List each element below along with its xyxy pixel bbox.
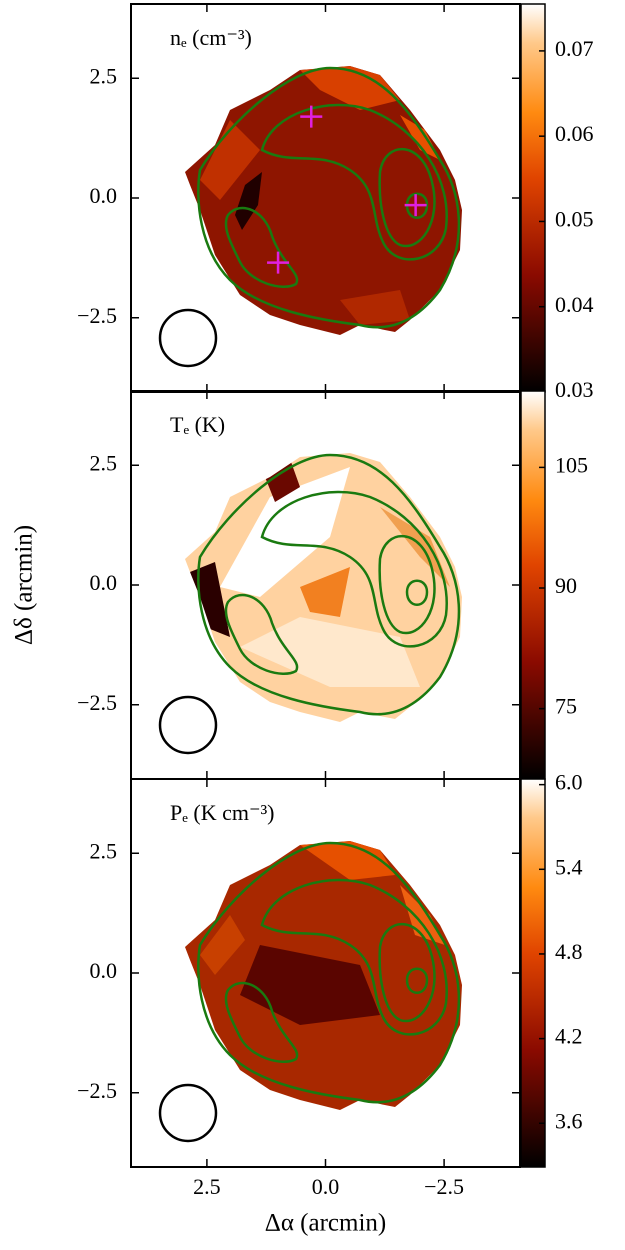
contour <box>405 192 429 219</box>
colorbar-tick-label: 90 <box>555 573 577 598</box>
contour <box>197 841 461 1104</box>
y-tick-label: 2.5 <box>90 450 118 475</box>
map-patches <box>200 66 440 325</box>
x-axis-label: Δα (arcmin) <box>265 1210 386 1237</box>
contour <box>378 534 436 635</box>
map-patch <box>220 467 350 597</box>
panel-title: Pₑ (K cm⁻³) <box>170 800 275 825</box>
x-tick-label: 0.0 <box>312 1174 340 1199</box>
y-tick-label: −2.5 <box>77 1078 117 1103</box>
contour <box>197 453 461 716</box>
map-patch <box>300 841 395 880</box>
contour <box>224 981 299 1064</box>
colorbar-tick-label: 4.2 <box>555 1024 583 1049</box>
contour <box>224 206 299 289</box>
colorbar-tick-label: 0.05 <box>555 206 594 231</box>
colorbar-tick-label: 75 <box>555 694 577 719</box>
map-patch <box>265 459 300 502</box>
map-patch <box>200 915 245 975</box>
colorbar-tick-label: 0.07 <box>555 36 594 61</box>
contour <box>197 66 461 329</box>
map-patches <box>200 841 445 1025</box>
map-patch <box>400 885 445 945</box>
contour <box>405 967 429 994</box>
map-panel <box>158 66 462 368</box>
contour <box>260 878 448 1036</box>
colorbar <box>520 778 546 1168</box>
map-region <box>185 66 462 335</box>
colorbar-tick-label: 4.8 <box>555 939 583 964</box>
contour <box>405 579 429 606</box>
map-patch <box>300 66 400 110</box>
map-patch <box>240 617 420 687</box>
x-tick-label: −2.5 <box>424 1174 464 1199</box>
colorbar <box>520 390 546 780</box>
colorbar-tick-label: 0.03 <box>555 377 594 402</box>
panel-title: Tₑ (K) <box>170 412 225 437</box>
map-patch <box>240 945 380 1025</box>
map-patch <box>190 562 230 637</box>
contour <box>378 922 436 1023</box>
y-tick-label: −2.5 <box>77 303 117 328</box>
contour <box>260 103 448 261</box>
map-patch <box>200 120 260 200</box>
beam <box>158 1083 218 1143</box>
colorbar-tick-label: 5.4 <box>555 854 583 879</box>
y-tick-label: 0.0 <box>90 183 118 208</box>
colorbar-tick-label: 105 <box>555 452 588 477</box>
marker <box>300 105 323 128</box>
contour <box>224 593 299 676</box>
map-panel <box>158 453 462 755</box>
y-tick-label: 2.5 <box>90 838 118 863</box>
y-tick-label: −2.5 <box>77 690 117 715</box>
beam <box>158 695 218 755</box>
map-patch <box>400 115 440 160</box>
y-tick-label: 0.0 <box>90 570 118 595</box>
x-tick-label: 2.5 <box>193 1174 221 1199</box>
colorbar-tick-label: 3.6 <box>555 1108 583 1133</box>
marker <box>267 251 290 274</box>
map-patch <box>235 172 262 230</box>
y-tick-label: 2.5 <box>90 63 118 88</box>
marker <box>404 194 427 217</box>
beam <box>158 308 218 368</box>
colorbar-tick-label: 0.06 <box>555 121 594 146</box>
panel-title: nₑ (cm⁻³) <box>170 25 252 50</box>
map-patch <box>300 567 350 617</box>
colorbar-tick-label: 6.0 <box>555 770 583 795</box>
contour <box>260 490 448 648</box>
colorbar <box>520 3 546 393</box>
contour <box>378 147 436 248</box>
colorbar-tick-label: 0.04 <box>555 292 594 317</box>
map-panel <box>158 841 462 1143</box>
y-axis-label: Δδ (arcmin) <box>11 525 38 645</box>
map-patch <box>340 290 410 325</box>
y-tick-label: 0.0 <box>90 958 118 983</box>
